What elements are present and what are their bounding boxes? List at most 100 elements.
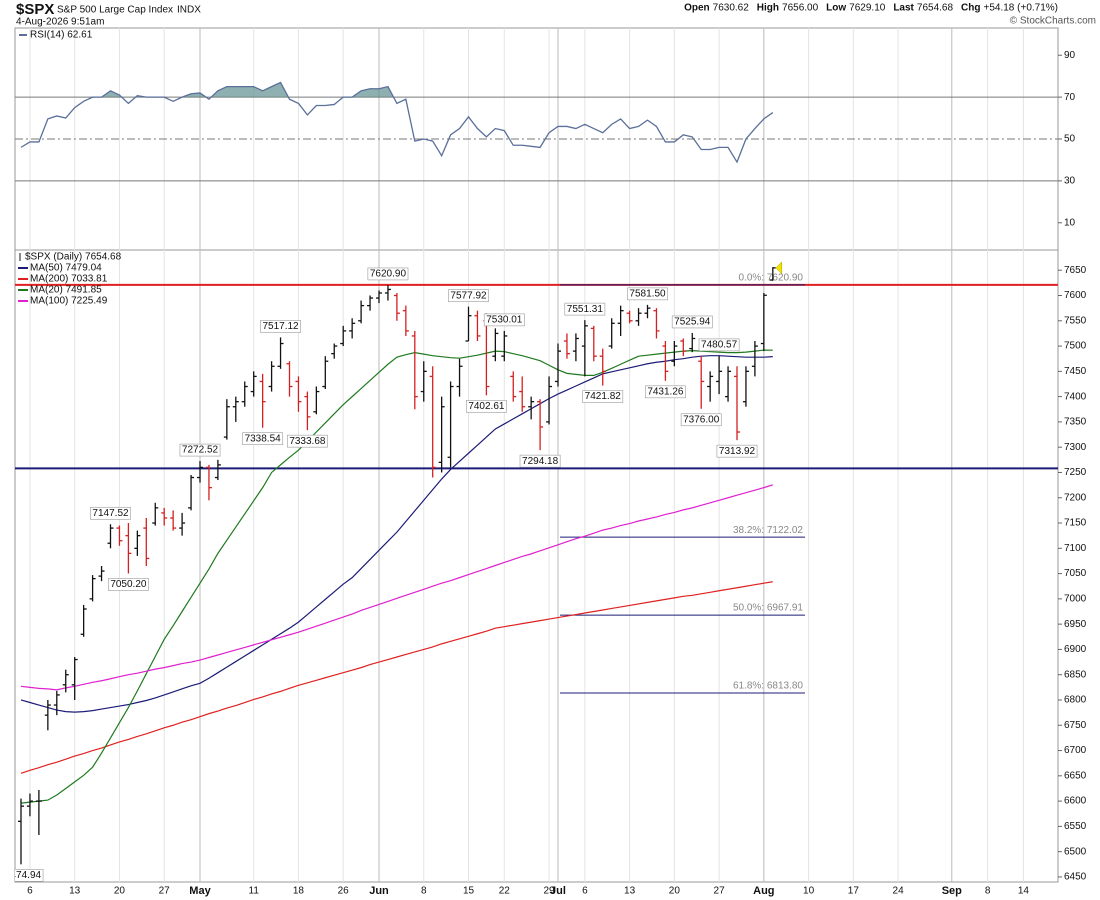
y-tick-label: 7450 <box>1064 366 1087 377</box>
x-tick-label: 8 <box>985 886 991 897</box>
legend-label: MA(100) 7225.49 <box>30 296 108 307</box>
fib-label: 0.0%: 7620.90 <box>739 273 804 284</box>
timestamp: 4-Aug-2026 9:51am <box>16 17 104 28</box>
x-tick-label: 6 <box>27 886 33 897</box>
legend-label: MA(50) 7479.04 <box>30 263 102 274</box>
moving-average-line <box>20 484 773 691</box>
legend-label: MA(20) 7491.85 <box>30 285 102 296</box>
value-label: 7272.52 <box>182 445 219 456</box>
x-tick-label: Jul <box>550 885 566 897</box>
quote-label: Last <box>893 3 914 14</box>
y-tick-label: 6550 <box>1064 821 1087 832</box>
x-tick-label: 27 <box>159 886 171 897</box>
value-label-box <box>287 434 328 448</box>
x-tick-label: 13 <box>69 886 81 897</box>
x-tick-label: 17 <box>848 886 860 897</box>
plot-area: 0.0%: 7620.90 38.2%: 7122.02 50.0%: 6967.9… <box>5 261 1058 882</box>
x-tick-label: 27 <box>714 886 726 897</box>
value-label-box <box>260 320 301 333</box>
value-label-box <box>582 390 624 403</box>
quote-value: 7654.68 <box>917 3 954 14</box>
x-tick-label: 10 <box>803 886 815 897</box>
x-tick-label: Sep <box>942 885 962 897</box>
value-label: 7376.00 <box>683 414 720 425</box>
value-label-box <box>242 432 284 445</box>
moving-average-line <box>20 355 773 713</box>
rsi-legend: RSI(14) 62.61 <box>30 30 93 41</box>
x-tick-label: 18 <box>293 886 305 897</box>
y-tick-label: 70 <box>1064 92 1076 103</box>
value-label-box <box>519 454 561 468</box>
value-label-box <box>645 385 686 399</box>
x-tick-label: 26 <box>338 886 350 897</box>
value-label: 7333.68 <box>289 436 326 447</box>
y-tick-label: 7300 <box>1064 442 1087 453</box>
y-tick-label: 50 <box>1064 134 1076 145</box>
y-tick-label: 6500 <box>1064 846 1087 857</box>
y-tick-label: 7650 <box>1064 265 1087 276</box>
x-tick-label: 15 <box>463 886 475 897</box>
y-tick-label: 7350 <box>1064 417 1087 428</box>
value-label: 7581.50 <box>629 288 666 299</box>
x-tick-label: 20 <box>669 886 681 897</box>
y-tick-label: 6750 <box>1064 720 1087 731</box>
value-label-box <box>483 313 525 327</box>
value-label-box <box>627 287 668 301</box>
value-label: 7530.01 <box>486 315 523 326</box>
symbol: $SPX <box>16 1 54 18</box>
y-tick-label: 6900 <box>1064 644 1087 655</box>
y-tick-label: 7150 <box>1064 518 1087 529</box>
x-tick-label: 24 <box>893 886 905 897</box>
quote-label: Chg <box>961 3 980 14</box>
value-label: 7338.54 <box>245 433 282 444</box>
x-tick-label: Jun <box>369 885 389 897</box>
y-tick-label: 6700 <box>1064 745 1087 756</box>
y-tick-label: 6800 <box>1064 695 1087 706</box>
y-tick-label: 7250 <box>1064 467 1087 478</box>
y-tick-label: 6950 <box>1064 619 1087 630</box>
y-tick-label: 7550 <box>1064 315 1087 326</box>
y-tick-label: 6600 <box>1064 796 1087 807</box>
value-label-box <box>15 869 44 882</box>
value-label: 7431.26 <box>647 386 684 397</box>
y-tick-label: 30 <box>1064 176 1076 187</box>
value-label: 7402.61 <box>468 401 505 412</box>
value-label: 7313.92 <box>719 446 756 457</box>
y-tick-label: 7600 <box>1064 290 1087 301</box>
x-tick-label: 22 <box>499 886 511 897</box>
x-tick-label: 14 <box>1018 886 1030 897</box>
y-tick-label: 90 <box>1064 50 1076 61</box>
value-label-box <box>716 444 758 458</box>
y-tick-label: 7500 <box>1064 341 1087 352</box>
x-tick-label: 29 <box>543 886 555 897</box>
fib-label: 61.8%: 6813.80 <box>733 681 803 692</box>
value-label-box <box>680 413 722 427</box>
quote-label: Low <box>826 3 846 14</box>
y-tick-label: 7400 <box>1064 391 1087 402</box>
value-label-box <box>671 315 713 329</box>
price-legend: $SPX (Daily) 7654.68 <box>25 252 122 263</box>
y-tick-label: 6850 <box>1064 669 1087 680</box>
symbol-name: S&P 500 Large Cap Index <box>57 5 173 16</box>
value-label-box <box>466 400 507 413</box>
value-label: 7480.57 <box>701 340 738 351</box>
value-label-box <box>179 443 221 457</box>
value-label-box <box>564 302 606 316</box>
value-label: 7050.20 <box>110 579 147 590</box>
value-label: 6474.94 <box>5 870 42 881</box>
rsi-line <box>20 81 774 164</box>
moving-average-line <box>20 349 773 804</box>
x-tick-label: 8 <box>421 886 427 897</box>
y-tick-label: 7000 <box>1064 594 1087 605</box>
value-label: 7147.52 <box>92 508 129 519</box>
x-tick-label: 6 <box>582 886 588 897</box>
moving-average-line <box>20 581 773 774</box>
value-label-box <box>90 506 131 520</box>
x-tick-label: 11 <box>249 886 260 897</box>
legend-label: MA(200) 7033.81 <box>30 274 108 285</box>
x-tick-label: Aug <box>753 885 774 897</box>
y-tick-label: 7100 <box>1064 543 1087 554</box>
value-label: 7620.90 <box>370 269 407 280</box>
